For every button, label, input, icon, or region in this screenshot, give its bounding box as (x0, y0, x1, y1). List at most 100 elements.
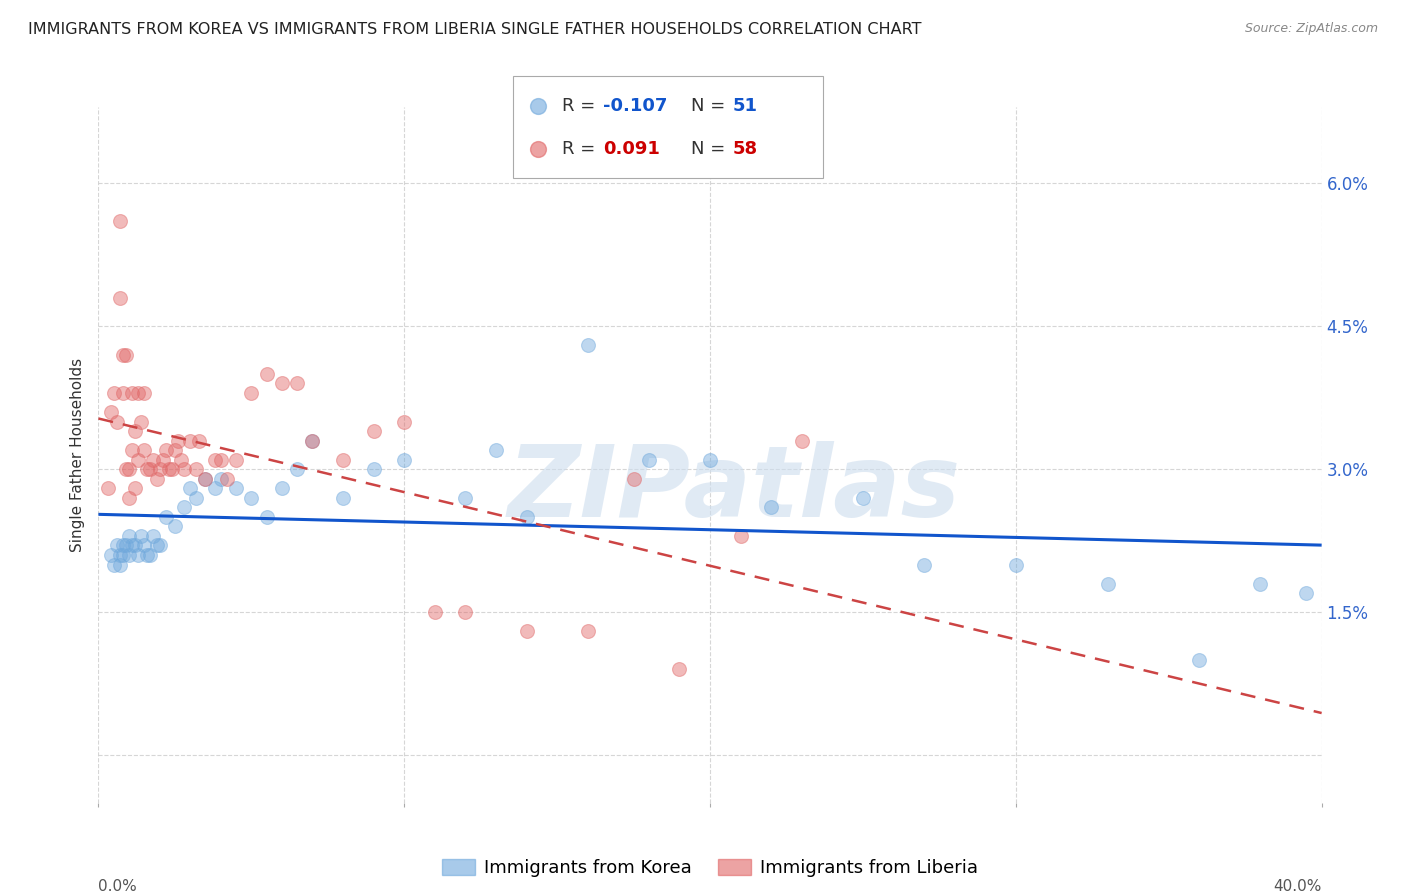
Point (100, 548, 122, 562)
Point (194, 472, 217, 486)
Point (124, 424, 146, 438)
Point (134, 443, 156, 458)
Point (285, 376, 308, 391)
Point (127, 386, 149, 401)
Text: N =: N = (692, 96, 731, 114)
Text: R =: R = (561, 140, 600, 158)
Point (155, 509, 177, 524)
Point (179, 434, 201, 448)
Point (240, 386, 263, 401)
Point (516, 509, 538, 524)
Point (332, 491, 354, 505)
Point (1249, 576, 1271, 591)
Point (129, 415, 152, 429)
Point (301, 434, 323, 448)
Text: 0.091: 0.091 (603, 140, 659, 158)
Point (127, 548, 149, 562)
Point (170, 452, 193, 467)
Point (103, 558, 125, 572)
Point (454, 605, 477, 619)
Point (142, 529, 165, 543)
Point (118, 491, 141, 505)
Point (363, 462, 385, 476)
Point (136, 462, 159, 476)
Point (485, 443, 508, 458)
Point (240, 491, 263, 505)
Point (392, 452, 416, 467)
Point (1188, 653, 1211, 667)
Point (124, 481, 146, 495)
Point (912, 558, 935, 572)
Point (108, 558, 131, 572)
Point (145, 539, 167, 553)
Point (121, 443, 143, 458)
Point (454, 491, 477, 505)
Point (179, 481, 201, 495)
Point (121, 539, 143, 553)
Point (111, 548, 134, 562)
Point (139, 462, 162, 476)
Point (256, 509, 278, 524)
Point (115, 539, 138, 553)
Point (527, 98, 550, 112)
Text: 40.0%: 40.0% (1274, 879, 1322, 892)
Point (136, 548, 159, 562)
Point (576, 624, 599, 639)
Point (108, 291, 131, 305)
Point (209, 452, 232, 467)
Text: ZIPatlas: ZIPatlas (508, 442, 962, 538)
Point (270, 376, 292, 391)
Point (516, 624, 538, 639)
Point (173, 462, 195, 476)
Point (301, 434, 323, 448)
Text: 0.0%: 0.0% (98, 879, 138, 892)
Point (149, 462, 172, 476)
Point (97, 481, 120, 495)
Text: 58: 58 (733, 140, 758, 158)
Point (1004, 558, 1026, 572)
Point (108, 548, 131, 562)
Point (215, 472, 238, 486)
Point (527, 142, 550, 156)
Point (155, 443, 177, 458)
Point (623, 472, 645, 486)
Point (111, 539, 134, 553)
Point (194, 472, 217, 486)
Point (699, 452, 721, 467)
Point (121, 386, 143, 401)
Point (118, 529, 141, 543)
Point (167, 434, 190, 448)
Point (270, 481, 292, 495)
Point (668, 662, 690, 676)
Point (852, 491, 875, 505)
Legend: Immigrants from Korea, Immigrants from Liberia: Immigrants from Korea, Immigrants from L… (434, 852, 986, 884)
Point (188, 434, 211, 448)
Text: -0.107: -0.107 (603, 96, 668, 114)
Point (163, 443, 186, 458)
Point (790, 434, 813, 448)
Point (139, 548, 162, 562)
Point (759, 500, 782, 515)
Point (204, 481, 226, 495)
Point (145, 472, 167, 486)
Point (118, 462, 141, 476)
Point (204, 452, 226, 467)
Point (576, 338, 599, 352)
Point (103, 386, 125, 401)
Point (115, 348, 138, 362)
Y-axis label: Single Father Households: Single Father Households (70, 358, 86, 552)
Point (332, 452, 354, 467)
Point (392, 415, 416, 429)
Point (111, 348, 134, 362)
Point (186, 491, 208, 505)
Point (127, 452, 149, 467)
Point (142, 452, 165, 467)
Point (111, 386, 134, 401)
Point (285, 462, 308, 476)
Point (173, 500, 195, 515)
Point (105, 415, 128, 429)
Point (105, 539, 128, 553)
Text: 51: 51 (733, 96, 758, 114)
Point (129, 529, 152, 543)
Point (152, 452, 174, 467)
